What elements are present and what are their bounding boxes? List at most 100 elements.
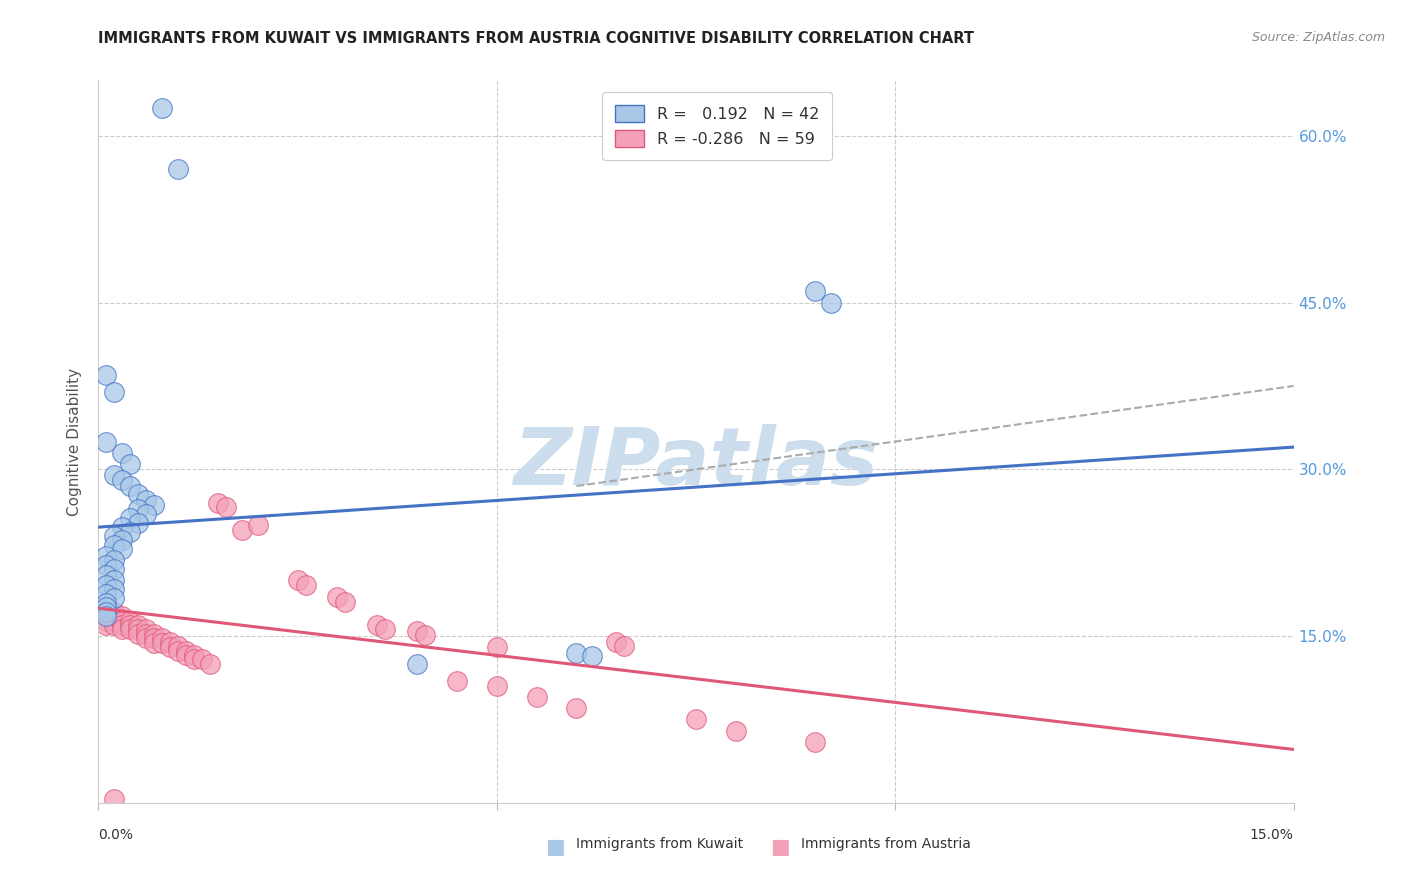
- Point: [326, 590, 349, 604]
- Point: [191, 652, 214, 666]
- Point: [143, 636, 166, 650]
- Point: [374, 623, 396, 637]
- Point: [183, 648, 205, 662]
- Legend: R =   0.192   N = 42, R = -0.286   N = 59: R = 0.192 N = 42, R = -0.286 N = 59: [602, 92, 832, 161]
- Text: ZIPatlas: ZIPatlas: [513, 425, 879, 502]
- Point: [294, 578, 316, 592]
- Point: [135, 623, 157, 637]
- Point: [96, 614, 118, 628]
- Point: [804, 734, 827, 748]
- Point: [111, 474, 134, 488]
- Point: [103, 467, 125, 482]
- Point: [485, 640, 508, 655]
- Point: [198, 657, 221, 671]
- Point: [96, 618, 118, 632]
- Point: [413, 628, 436, 642]
- Point: [135, 507, 157, 521]
- Point: [159, 640, 181, 655]
- Point: [159, 634, 181, 648]
- Point: [120, 457, 142, 471]
- Point: [724, 723, 747, 738]
- Point: [96, 368, 118, 382]
- Point: [96, 558, 118, 572]
- Point: [96, 596, 118, 610]
- Point: [135, 627, 157, 641]
- Point: [150, 636, 173, 650]
- Point: [150, 101, 173, 115]
- Y-axis label: Cognitive Disability: Cognitive Disability: [67, 368, 83, 516]
- Point: [127, 618, 149, 632]
- Point: [143, 632, 166, 646]
- Point: [127, 487, 149, 501]
- Point: [111, 618, 134, 632]
- Point: [103, 582, 125, 597]
- Point: [103, 529, 125, 543]
- Text: IMMIGRANTS FROM KUWAIT VS IMMIGRANTS FROM AUSTRIA COGNITIVE DISABILITY CORRELATI: IMMIGRANTS FROM KUWAIT VS IMMIGRANTS FRO…: [98, 31, 974, 46]
- Point: [565, 646, 588, 660]
- Point: [120, 524, 142, 539]
- Point: [150, 632, 173, 646]
- Point: [103, 609, 125, 624]
- Point: [174, 648, 197, 662]
- Point: [167, 643, 190, 657]
- Text: ■: ■: [770, 837, 790, 856]
- Point: [103, 574, 125, 588]
- Point: [120, 618, 142, 632]
- Point: [103, 562, 125, 576]
- Text: Immigrants from Austria: Immigrants from Austria: [801, 837, 972, 851]
- Point: [96, 609, 118, 624]
- Point: [103, 384, 125, 399]
- Point: [183, 652, 205, 666]
- Text: Source: ZipAtlas.com: Source: ZipAtlas.com: [1251, 31, 1385, 45]
- Point: [103, 618, 125, 632]
- Point: [135, 493, 157, 508]
- Point: [96, 578, 118, 592]
- Point: [406, 624, 429, 638]
- Point: [446, 673, 468, 688]
- Point: [111, 542, 134, 557]
- Point: [120, 511, 142, 525]
- Point: [820, 295, 842, 310]
- Point: [406, 657, 429, 671]
- Point: [111, 445, 134, 459]
- Point: [335, 594, 357, 608]
- Point: [96, 549, 118, 563]
- Point: [96, 605, 118, 619]
- Point: [581, 649, 603, 664]
- Point: [96, 587, 118, 601]
- Point: [143, 498, 166, 512]
- Point: [207, 496, 229, 510]
- Point: [366, 618, 388, 632]
- Point: [96, 568, 118, 582]
- Point: [246, 517, 269, 532]
- Point: [103, 605, 125, 619]
- Point: [127, 516, 149, 530]
- Point: [120, 479, 142, 493]
- Point: [127, 502, 149, 516]
- Point: [174, 643, 197, 657]
- Point: [135, 632, 157, 646]
- Text: 15.0%: 15.0%: [1250, 828, 1294, 842]
- Text: Immigrants from Kuwait: Immigrants from Kuwait: [576, 837, 744, 851]
- Point: [96, 605, 118, 619]
- Point: [231, 524, 253, 538]
- Point: [167, 639, 190, 653]
- Point: [96, 434, 118, 449]
- Point: [96, 609, 118, 624]
- Point: [605, 634, 627, 648]
- Point: [111, 533, 134, 548]
- Point: [167, 162, 190, 177]
- Point: [103, 591, 125, 606]
- Point: [613, 639, 636, 653]
- Point: [111, 520, 134, 534]
- Point: [120, 623, 142, 637]
- Point: [103, 538, 125, 552]
- Point: [565, 701, 588, 715]
- Point: [111, 609, 134, 624]
- Point: [485, 679, 508, 693]
- Point: [526, 690, 548, 705]
- Point: [127, 623, 149, 637]
- Point: [120, 614, 142, 628]
- Point: [215, 500, 238, 515]
- Point: [804, 285, 827, 299]
